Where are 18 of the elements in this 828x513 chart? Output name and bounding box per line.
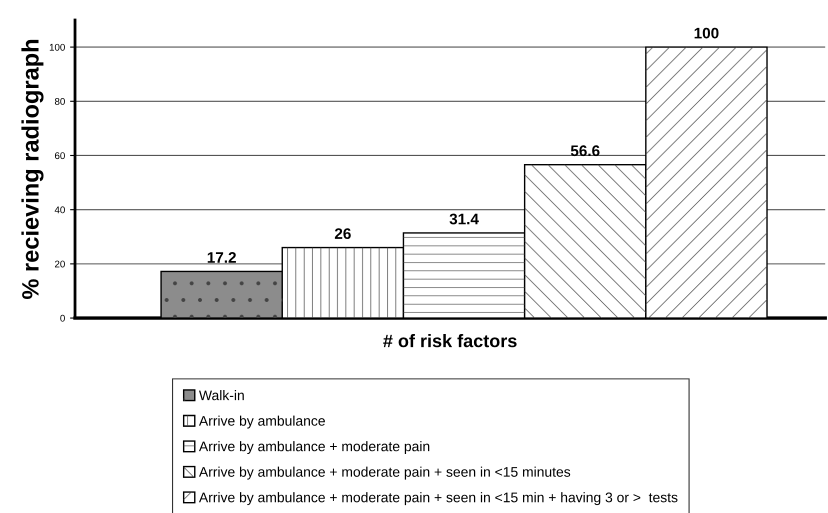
data-label: 26 <box>334 228 351 240</box>
y-axis-title: % recieving radiograph <box>21 40 44 299</box>
y-tick-label: 100 <box>50 44 65 51</box>
y-tick-label: 80 <box>54 98 65 105</box>
data-label: 31.4 <box>450 214 479 224</box>
legend-label: Arrive by ambulance + moderate pain <box>198 441 430 454</box>
data-label: 17.2 <box>208 252 236 263</box>
legend-label: Arrive by ambulance + moderate pain + seen in <15 min + having 3 or > tests <box>198 492 678 506</box>
legend-label: Walk-in <box>198 390 244 400</box>
y-tick-label: 0 <box>60 314 65 322</box>
legend-label: Arrive by ambulance <box>198 416 325 429</box>
y-tick-label: 60 <box>54 152 65 160</box>
y-tick-label: 40 <box>54 206 65 214</box>
legend-label: Arrive by ambulance + moderate pain + seen in <15 minutes <box>198 466 570 480</box>
data-label: 56.6 <box>570 145 600 156</box>
x-axis-title: # of risk factors <box>383 334 517 348</box>
y-tick-label: 20 <box>54 260 65 268</box>
data-label: 100 <box>694 28 719 39</box>
